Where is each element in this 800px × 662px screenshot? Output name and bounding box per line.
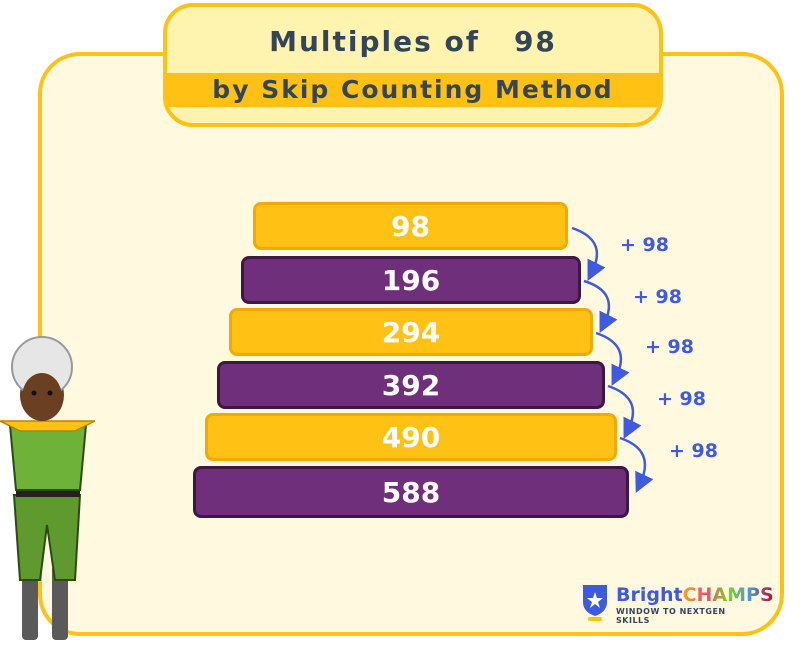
step-label: + 98 (620, 234, 669, 256)
arrow-icon (619, 436, 654, 494)
subtitle: by Skip Counting Method (212, 75, 614, 104)
arrow-icon (607, 384, 642, 439)
shield-icon (583, 585, 607, 621)
multiple-bar: 294 (229, 308, 593, 356)
title-band (167, 73, 659, 107)
step-label: + 98 (633, 286, 682, 308)
arrow-icon (571, 226, 606, 281)
multiple-bar: 196 (241, 256, 581, 304)
title: Multiples of 98 (167, 25, 659, 58)
title-box: Multiples of 98 by Skip Counting Method (163, 3, 663, 127)
brand-tagline: WINDOW TO NEXTGEN SKILLS (616, 607, 726, 625)
arrow-icon (583, 279, 618, 333)
multiple-bar: 588 (193, 466, 629, 518)
multiple-bar: 98 (253, 202, 568, 250)
step-label: + 98 (669, 440, 718, 462)
step-label: + 98 (645, 336, 694, 358)
brand-part1: Bright (616, 584, 683, 606)
arrow-icon (595, 331, 630, 386)
title-number: 98 (513, 25, 557, 58)
step-label: + 98 (657, 388, 706, 410)
brand-name: BrightCHAMPS (616, 584, 774, 606)
brand-part2: CHAMPS (682, 584, 774, 606)
brightchamps-logo: BrightCHAMPS WINDOW TO NEXTGEN SKILLS (580, 582, 774, 625)
title-text: Multiples of (269, 25, 480, 58)
multiple-bar: 392 (217, 361, 605, 409)
multiple-bar: 490 (205, 413, 617, 461)
character-illustration (0, 336, 96, 640)
